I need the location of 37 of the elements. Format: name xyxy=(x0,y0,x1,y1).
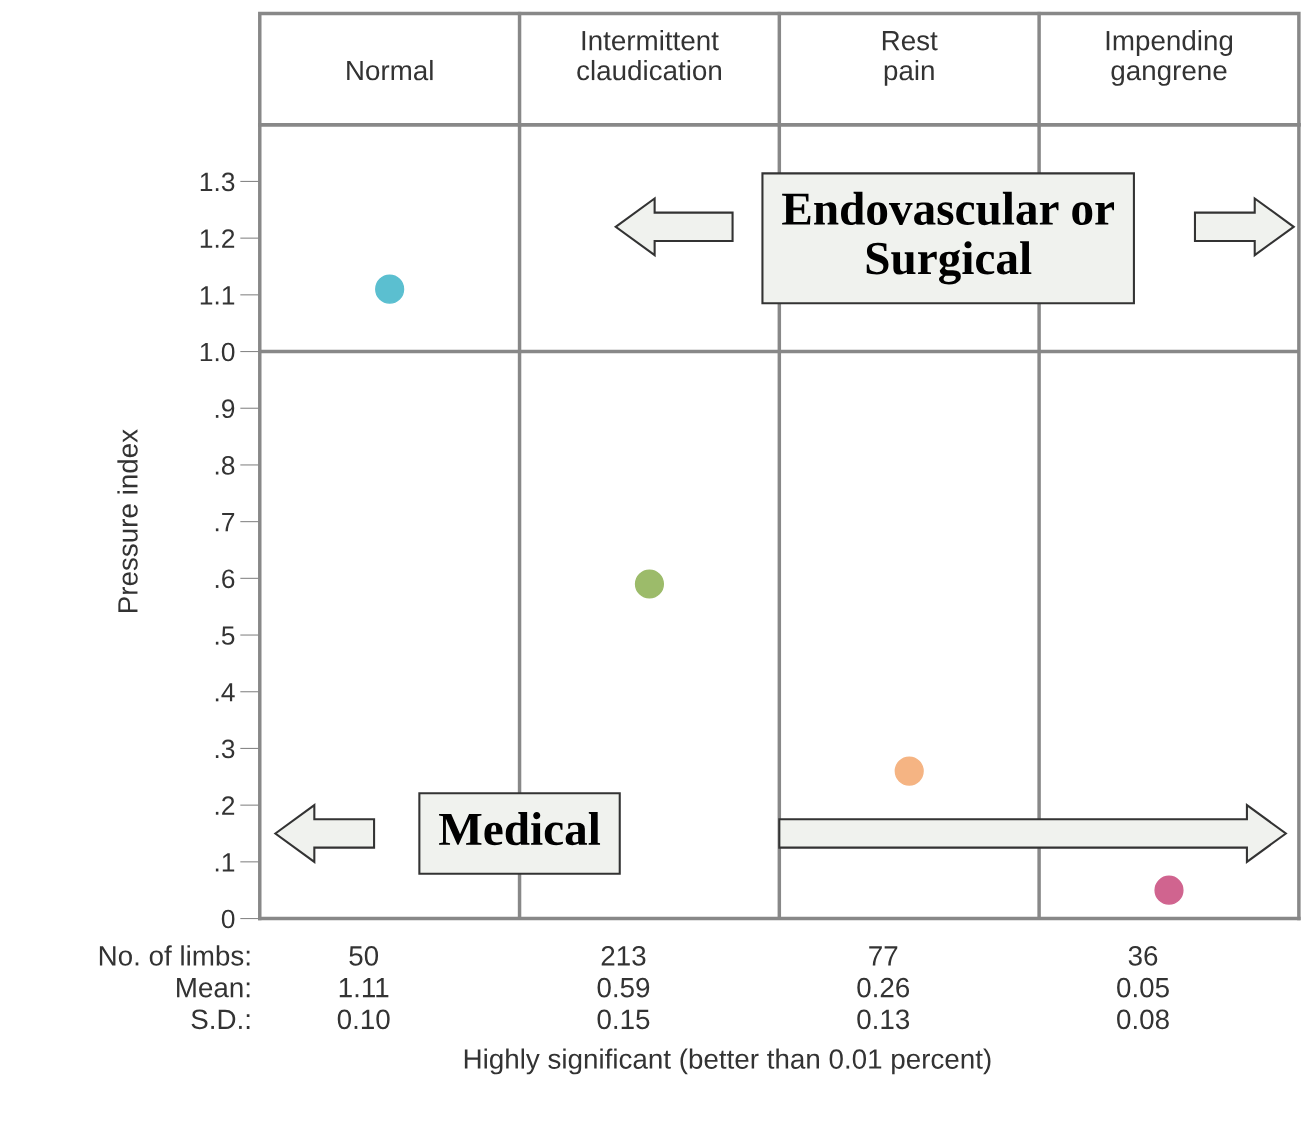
y-tick-label: .4 xyxy=(215,683,235,702)
y-tick-label: 0 xyxy=(221,909,235,929)
y-tick-label: .6 xyxy=(215,569,235,589)
y-tick-label: .2 xyxy=(215,796,235,815)
text: 0.13 xyxy=(857,1009,910,1030)
x-tick-label: Normal xyxy=(347,59,433,81)
y-tick-label: 1.2 xyxy=(200,229,235,248)
y-tick-label: .7 xyxy=(215,513,235,532)
x-tick-label: Rest pain xyxy=(882,31,938,86)
y-tick-label: .5 xyxy=(215,626,235,645)
y-axis-title: Pressure index xyxy=(117,429,138,612)
y-tick-label: .8 xyxy=(215,456,235,475)
text: Mean: xyxy=(177,978,250,998)
data-label: 0.05 xyxy=(1117,977,1169,998)
text: Highly significant (better than 0.01 percent) xyxy=(464,1048,991,1075)
text: 50 xyxy=(349,946,379,966)
annotation: Medical xyxy=(439,812,601,846)
x-tick-label: Intermittent claudication xyxy=(577,30,721,81)
data-label: 1.11 xyxy=(339,978,389,998)
y-tick-label: 1.1 xyxy=(200,286,235,305)
text: 36 xyxy=(1128,946,1158,966)
data-label: 0.59 xyxy=(597,977,650,998)
text: 77 xyxy=(869,946,898,966)
text: S.D.: xyxy=(191,1009,250,1030)
y-tick-label: .3 xyxy=(215,739,235,759)
text: 213 xyxy=(601,946,646,966)
annotation: Endovascular or Surgical xyxy=(782,191,1115,285)
text: 0.08 xyxy=(1117,1009,1169,1030)
y-tick-label: 1.0 xyxy=(200,342,235,362)
text: No. of limbs: xyxy=(99,945,250,966)
x-tick-label: Impending gangrene xyxy=(1106,30,1233,86)
text: 0.15 xyxy=(597,1009,650,1030)
y-tick-label: 1.3 xyxy=(200,172,235,192)
text: 0.10 xyxy=(337,1009,390,1030)
data-label: 0.26 xyxy=(857,977,910,998)
y-tick-label: .1 xyxy=(215,853,235,872)
y-tick-label: .9 xyxy=(215,399,235,419)
